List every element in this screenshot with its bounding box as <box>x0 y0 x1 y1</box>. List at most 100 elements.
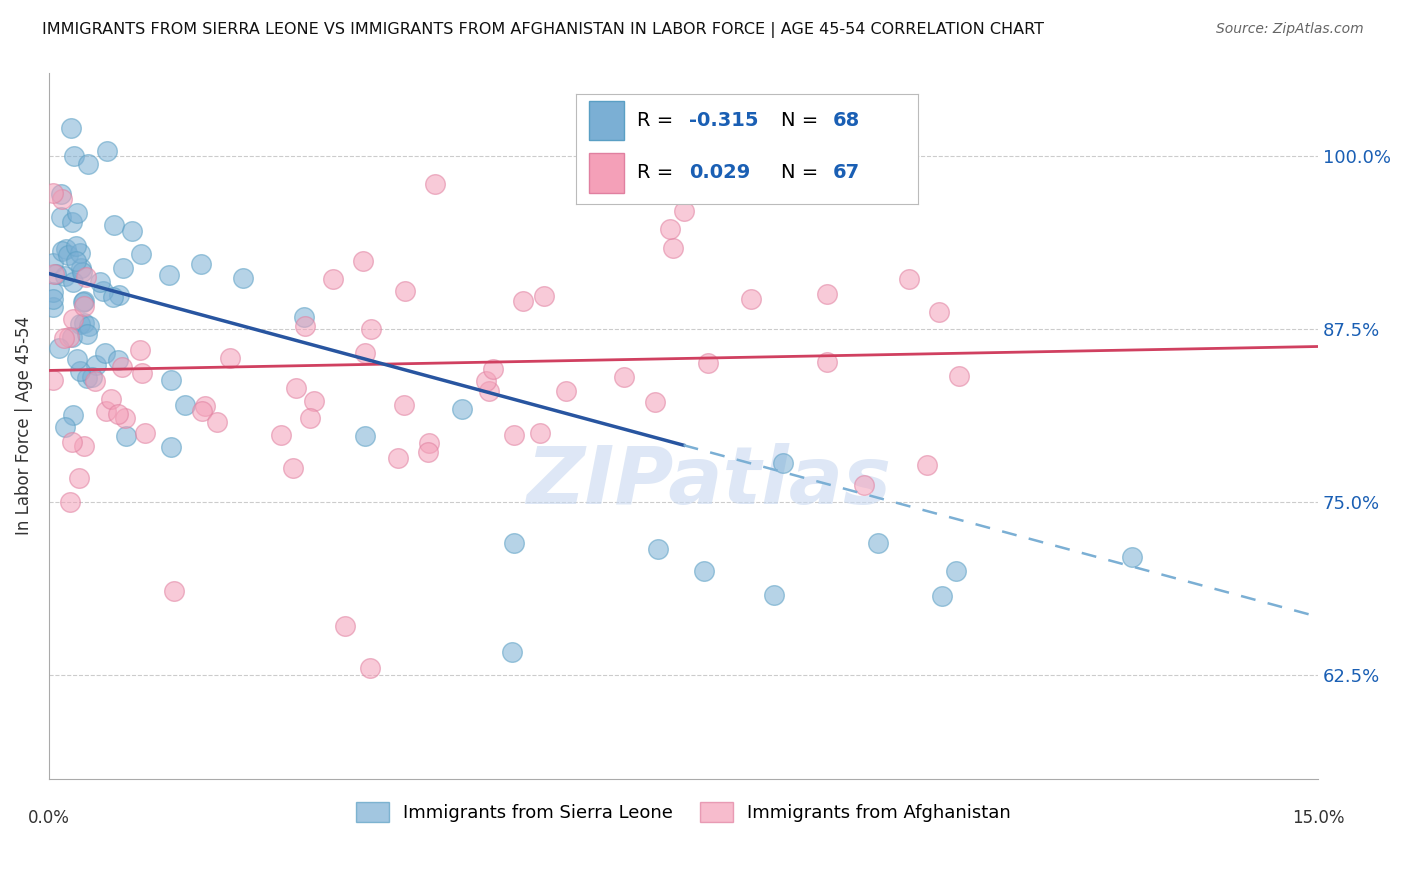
Point <box>529 425 551 440</box>
Point <box>451 402 474 417</box>
Point <box>482 362 505 376</box>
Point <box>672 204 695 219</box>
Point <box>114 411 136 425</box>
Point <box>352 253 374 268</box>
Point <box>394 398 416 412</box>
Text: 0.0%: 0.0% <box>28 809 70 827</box>
Point <box>512 294 534 309</box>
Point <box>60 121 83 136</box>
Point <box>42 256 65 270</box>
Point <box>108 287 131 301</box>
Point <box>65 253 87 268</box>
Point <box>107 407 129 421</box>
Point <box>129 343 152 358</box>
Y-axis label: In Labor Force | Age 45-54: In Labor Force | Age 45-54 <box>15 317 32 535</box>
Point <box>159 373 181 387</box>
Point <box>82 369 104 384</box>
Point <box>298 410 321 425</box>
Point <box>93 285 115 299</box>
Text: ZIPatlas: ZIPatlas <box>526 443 891 521</box>
Point <box>131 366 153 380</box>
Point <box>387 451 409 466</box>
Point <box>112 260 135 275</box>
Point <box>58 330 80 344</box>
Point <box>66 206 89 220</box>
Point <box>322 272 344 286</box>
Point <box>194 399 217 413</box>
Point <box>94 346 117 360</box>
Point <box>817 355 839 369</box>
Point <box>478 384 501 399</box>
Point <box>693 564 716 578</box>
Legend: Immigrants from Sierra Leone, Immigrants from Afghanistan: Immigrants from Sierra Leone, Immigrants… <box>349 795 1018 830</box>
Point <box>49 210 72 224</box>
Point <box>948 368 970 383</box>
Point <box>1121 550 1143 565</box>
Point <box>96 144 118 158</box>
Point <box>51 244 73 259</box>
Point <box>418 435 440 450</box>
Point <box>416 444 439 458</box>
Point <box>42 267 65 281</box>
Point <box>58 495 80 509</box>
Point <box>360 661 382 675</box>
Point <box>62 275 84 289</box>
Point <box>53 420 76 434</box>
Point <box>65 239 87 253</box>
Point <box>533 288 555 302</box>
Point <box>696 356 718 370</box>
Point <box>42 373 65 387</box>
Point <box>70 260 93 275</box>
Point <box>354 345 377 359</box>
Point <box>70 264 93 278</box>
Point <box>294 319 316 334</box>
Point <box>62 330 84 344</box>
Point <box>763 588 786 602</box>
Point <box>613 370 636 384</box>
Point <box>160 440 183 454</box>
Point <box>554 384 576 399</box>
Point <box>49 186 72 201</box>
Point <box>76 371 98 385</box>
Point <box>815 287 838 301</box>
Point <box>66 351 89 366</box>
Text: IMMIGRANTS FROM SIERRA LEONE VS IMMIGRANTS FROM AFGHANISTAN IN LABOR FORCE | AGE: IMMIGRANTS FROM SIERRA LEONE VS IMMIGRAN… <box>42 22 1045 38</box>
Point <box>56 248 79 262</box>
Point <box>868 536 890 550</box>
Point <box>75 270 97 285</box>
Point <box>77 157 100 171</box>
Point <box>45 267 67 281</box>
Point <box>76 327 98 342</box>
Point <box>60 435 83 450</box>
Point <box>928 305 950 319</box>
Point <box>897 271 920 285</box>
Text: 15.0%: 15.0% <box>1292 809 1344 827</box>
Point <box>281 461 304 475</box>
Point <box>84 374 107 388</box>
Point <box>772 456 794 470</box>
Point <box>53 268 76 283</box>
Point <box>503 536 526 550</box>
Point <box>114 429 136 443</box>
Point <box>931 589 953 603</box>
Point <box>475 374 498 388</box>
Point <box>103 218 125 232</box>
Point <box>157 268 180 282</box>
Point <box>740 292 762 306</box>
Point <box>60 215 83 229</box>
Point <box>134 425 156 440</box>
Point <box>42 300 65 314</box>
Point <box>659 221 682 235</box>
Point <box>96 404 118 418</box>
Point <box>111 359 134 374</box>
Point <box>852 477 875 491</box>
Point <box>173 398 195 412</box>
Point <box>79 318 101 333</box>
Point <box>100 392 122 406</box>
Point <box>63 149 86 163</box>
Point <box>647 541 669 556</box>
Point <box>945 564 967 578</box>
Point <box>190 257 212 271</box>
Point <box>915 458 938 473</box>
Point <box>502 428 524 442</box>
